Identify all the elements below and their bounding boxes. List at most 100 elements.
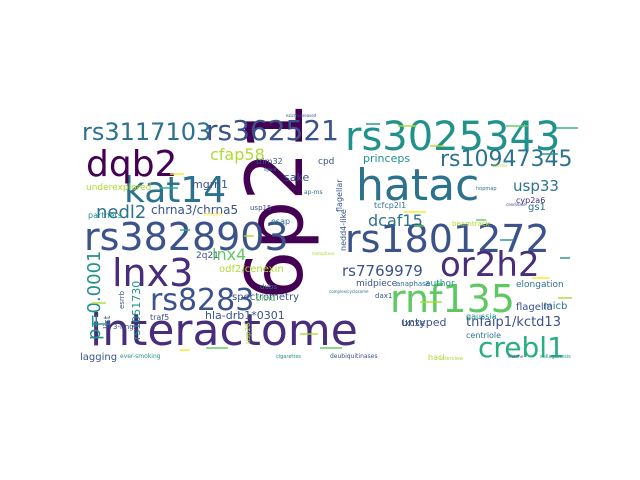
word-rs1051730: rs1051730 bbox=[130, 281, 143, 340]
word-flagellar: flagellar bbox=[335, 179, 344, 212]
word-hatac: hatac bbox=[356, 160, 479, 211]
word-mgrn1: mgrn1 bbox=[192, 178, 228, 191]
word-rs3117103: rs3117103 bbox=[82, 118, 211, 146]
word-complex: complex/cyclosome bbox=[329, 289, 369, 294]
word-lifetime: lifetime bbox=[508, 354, 524, 359]
word-cigarettes: cigarettes bbox=[276, 354, 301, 360]
tiny-word-mark bbox=[500, 239, 514, 241]
word-interview: interview bbox=[440, 356, 463, 362]
word-gs1: gs1 bbox=[528, 202, 546, 213]
word-traf5: traf5 bbox=[150, 313, 169, 322]
tiny-word-mark bbox=[206, 347, 228, 349]
tiny-word-mark bbox=[556, 127, 578, 129]
tiny-word-mark bbox=[92, 323, 110, 325]
word-chrna3: chrna3/chrna5 bbox=[151, 203, 238, 217]
word-nedd4: nedd4-like bbox=[339, 209, 348, 251]
word-rs7769979: rs7769979 bbox=[342, 262, 423, 280]
tiny-word-mark bbox=[558, 297, 572, 299]
word-crebl1: crebl1 bbox=[478, 331, 565, 364]
tiny-word-mark bbox=[366, 123, 380, 125]
word-intronic: intronic bbox=[204, 212, 223, 218]
word-lnx4: lnx4 bbox=[212, 245, 246, 264]
word-usp26: usp26 bbox=[244, 322, 252, 344]
word-oocytes: oocytes bbox=[492, 163, 508, 168]
word-lnx3: lnx3 bbox=[112, 251, 193, 295]
tiny-word-mark bbox=[404, 211, 426, 213]
word-p0001: p=0.0001 bbox=[84, 251, 105, 341]
tiny-word-mark bbox=[414, 225, 424, 227]
word-2q21: 2q21 bbox=[196, 251, 219, 261]
word-rs8283: rs8283 bbox=[150, 283, 254, 318]
word-beamtrack: beamtrack bbox=[452, 220, 491, 228]
word-candidate: candidate bbox=[506, 202, 526, 207]
word-elongation: elongation bbox=[516, 280, 564, 290]
word-metaphase: metaphase bbox=[312, 251, 335, 256]
tiny-word-mark bbox=[540, 153, 558, 155]
word-gausia: gaussia bbox=[466, 312, 497, 321]
tiny-word-mark bbox=[244, 235, 254, 237]
word-princeps: princeps bbox=[363, 152, 410, 165]
word-sake: sake bbox=[284, 171, 309, 184]
word-eaizisen: ezizmogreased bbox=[286, 113, 317, 118]
word-dax1: dax1 bbox=[375, 292, 392, 300]
word-lxcxe: lxcxe bbox=[402, 319, 426, 329]
word-midpiece: midpiece bbox=[356, 279, 398, 289]
word-smoking: ever-smoking bbox=[120, 353, 161, 360]
word-rs3828903: rs3828903 bbox=[84, 215, 289, 259]
word-hladrb1: hla-drb1*0301 bbox=[205, 309, 285, 322]
word-usp15: usp15 bbox=[250, 204, 271, 212]
word-dubs: dubs bbox=[260, 283, 277, 291]
word-usp33: usp33 bbox=[513, 177, 559, 195]
word-author: author bbox=[425, 279, 455, 289]
tiny-word-mark bbox=[506, 125, 528, 127]
word-flagella: flagella bbox=[516, 302, 553, 313]
tiny-word-mark bbox=[300, 333, 318, 335]
tiny-word-mark bbox=[92, 302, 106, 304]
tiny-word-mark bbox=[560, 257, 570, 259]
word-6p21: 6p21 bbox=[231, 102, 321, 300]
word-kat14: kat14 bbox=[124, 170, 226, 211]
word-partners: partners bbox=[88, 211, 122, 220]
tiny-word-mark bbox=[476, 219, 486, 221]
tiny-word-mark bbox=[170, 173, 184, 175]
tiny-word-mark bbox=[532, 277, 550, 279]
word-spectrometry: spectrometry bbox=[232, 292, 299, 303]
word-layer: 6p21interactomers3025343hatacrs1801272rs… bbox=[80, 102, 578, 364]
cloud-background bbox=[78, 110, 570, 372]
word-deubiq: deubiquitinases bbox=[330, 353, 378, 360]
word-list: list bbox=[103, 315, 113, 329]
word-rs1801272: rs1801272 bbox=[345, 217, 550, 261]
word-centriole: centriole bbox=[466, 331, 501, 340]
tiny-word-mark bbox=[180, 229, 190, 231]
word-micb: micb bbox=[543, 301, 567, 312]
word-underexplored: underexplored bbox=[86, 183, 151, 193]
tiny-word-mark bbox=[430, 145, 444, 147]
word-tcfcp2l1: tcfcp2l1 bbox=[374, 201, 406, 210]
word-cpd: cpd bbox=[318, 157, 334, 167]
word-rnf135: rnf135 bbox=[390, 277, 515, 321]
word-trim32: trim32 bbox=[256, 157, 283, 166]
word-rs10947345: rs10947345 bbox=[440, 147, 572, 172]
word-hacl: hacl bbox=[428, 353, 445, 362]
word-esrrb: esrrb bbox=[118, 290, 126, 309]
word-nedl2: nedl2 bbox=[96, 202, 146, 223]
word-anaphase: anaphase bbox=[396, 280, 430, 288]
word-rs362521: rs362521 bbox=[206, 114, 339, 147]
word-esap: esap bbox=[271, 217, 290, 226]
word-sullagenesis: sullagenesis bbox=[540, 354, 571, 360]
tiny-word-mark bbox=[320, 347, 342, 349]
word-cfap58: cfap58 bbox=[210, 145, 265, 164]
tiny-word-mark bbox=[420, 301, 442, 303]
tiny-word-mark bbox=[180, 349, 190, 351]
word-tnfaip1: tnfaip1/kctd13 bbox=[466, 315, 561, 330]
word-lagging: lagging bbox=[80, 352, 117, 363]
word-3ring: 3-ring bbox=[113, 323, 134, 331]
word-hopmap: hopmap bbox=[476, 186, 497, 192]
word-odf2: odf2/cenexin bbox=[219, 264, 284, 275]
word-dqb2: dqb2 bbox=[86, 144, 177, 185]
word-cyp2a6: cyp2a6 bbox=[516, 196, 545, 205]
tiny-word-mark bbox=[398, 125, 416, 127]
tiny-word-mark bbox=[160, 187, 178, 189]
